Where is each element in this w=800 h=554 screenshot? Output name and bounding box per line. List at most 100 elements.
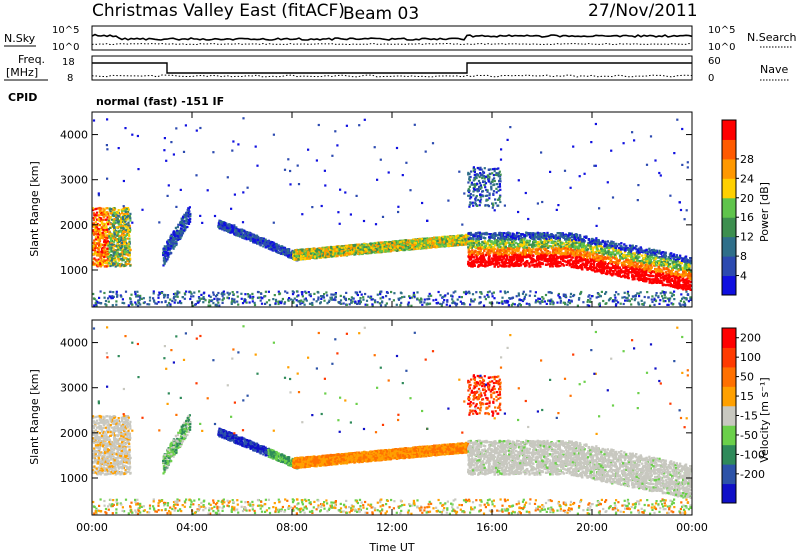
power-cell	[446, 300, 449, 303]
power-cell	[580, 290, 583, 294]
power-cell	[220, 226, 223, 229]
power-cell	[288, 297, 291, 300]
power-cell	[490, 302, 493, 305]
power-cell	[201, 297, 204, 300]
power-cell	[92, 216, 95, 220]
power-cell	[190, 292, 193, 295]
power-cell	[92, 261, 95, 264]
power-cell	[92, 262, 95, 265]
power-cell	[106, 207, 109, 210]
power-cell	[669, 291, 672, 294]
power-cell	[124, 231, 127, 234]
power-cell	[400, 301, 403, 304]
power-cell	[172, 245, 175, 248]
power-cell	[100, 248, 104, 251]
freq-left-tick-top: 18	[62, 57, 75, 68]
power-cell	[597, 292, 600, 295]
power-cell	[450, 294, 453, 297]
power-cell	[564, 303, 567, 306]
power-cell	[95, 214, 99, 217]
power-cell	[118, 255, 122, 258]
power-cell	[110, 207, 113, 211]
power-cell	[214, 295, 218, 298]
power-cell	[104, 252, 107, 255]
power-cell	[275, 300, 278, 303]
power-cell	[180, 233, 183, 237]
power-cell	[430, 294, 433, 297]
power-cell	[507, 304, 510, 307]
power-cell	[259, 239, 262, 243]
power-cell	[95, 304, 98, 307]
power-cell	[166, 296, 169, 299]
power-cell	[545, 302, 548, 305]
power-cell	[119, 234, 122, 237]
power-cell	[491, 295, 494, 298]
power-cell	[237, 230, 240, 234]
power-cell	[338, 301, 341, 304]
power-cell	[689, 298, 692, 301]
power-cell	[188, 215, 191, 218]
power-cell	[120, 219, 123, 222]
power-cell	[281, 245, 284, 248]
power-cell	[174, 299, 177, 302]
power-cell	[669, 297, 672, 300]
noise-panel: N.Sky 10^5 10^0 10^5 10^0 N.Search	[4, 25, 797, 53]
power-cell	[303, 303, 306, 306]
power-cell	[105, 207, 108, 210]
power-cell	[108, 230, 111, 233]
power-cell	[125, 253, 128, 256]
power-cell	[312, 298, 315, 301]
power-cell	[258, 296, 261, 299]
power-cell	[116, 294, 119, 297]
power-cell	[115, 249, 118, 252]
power-cell	[163, 259, 166, 262]
power-cell	[273, 294, 276, 297]
power-cell	[118, 264, 121, 267]
power-cell	[436, 237, 439, 240]
power-cell	[493, 297, 496, 300]
power-cell	[506, 301, 509, 304]
power-cell	[173, 245, 176, 248]
power-cell	[258, 239, 261, 242]
power-cell	[462, 291, 466, 294]
power-cell	[292, 291, 295, 294]
power-cell	[507, 300, 510, 303]
power-cell	[547, 299, 550, 302]
power-cell	[139, 296, 142, 300]
power-cell	[557, 292, 560, 296]
power-cell	[439, 302, 442, 305]
power-cell	[94, 245, 97, 248]
power-cell	[229, 231, 232, 234]
power-cell	[177, 238, 180, 241]
power-cell	[124, 248, 127, 251]
power-cell	[200, 293, 203, 296]
power-cell	[146, 303, 149, 306]
power-cell	[332, 293, 335, 296]
power-cell	[95, 207, 98, 210]
power-cell	[277, 290, 280, 293]
power-cell	[274, 298, 278, 301]
power-cell	[102, 253, 105, 257]
power-cell	[181, 216, 185, 219]
power-cell	[105, 260, 108, 263]
power-cell	[256, 238, 260, 241]
noise-search-label: N.Search	[747, 31, 797, 44]
power-cell	[408, 295, 411, 298]
power-cell	[534, 301, 537, 304]
power-cell	[223, 293, 226, 296]
power-cell	[164, 254, 167, 257]
power-cell	[180, 217, 183, 220]
power-cell	[185, 290, 188, 293]
power-cell	[664, 300, 667, 303]
power-cell	[173, 296, 176, 299]
power-cell	[285, 249, 288, 252]
power-cell	[269, 242, 272, 245]
power-cell	[287, 298, 290, 301]
power-cell	[97, 214, 100, 217]
power-cell	[117, 264, 120, 267]
power-cell	[185, 214, 188, 218]
power-cell	[103, 246, 106, 249]
power-cell	[109, 290, 112, 293]
power-cell	[223, 225, 226, 228]
power-cell	[251, 300, 254, 303]
